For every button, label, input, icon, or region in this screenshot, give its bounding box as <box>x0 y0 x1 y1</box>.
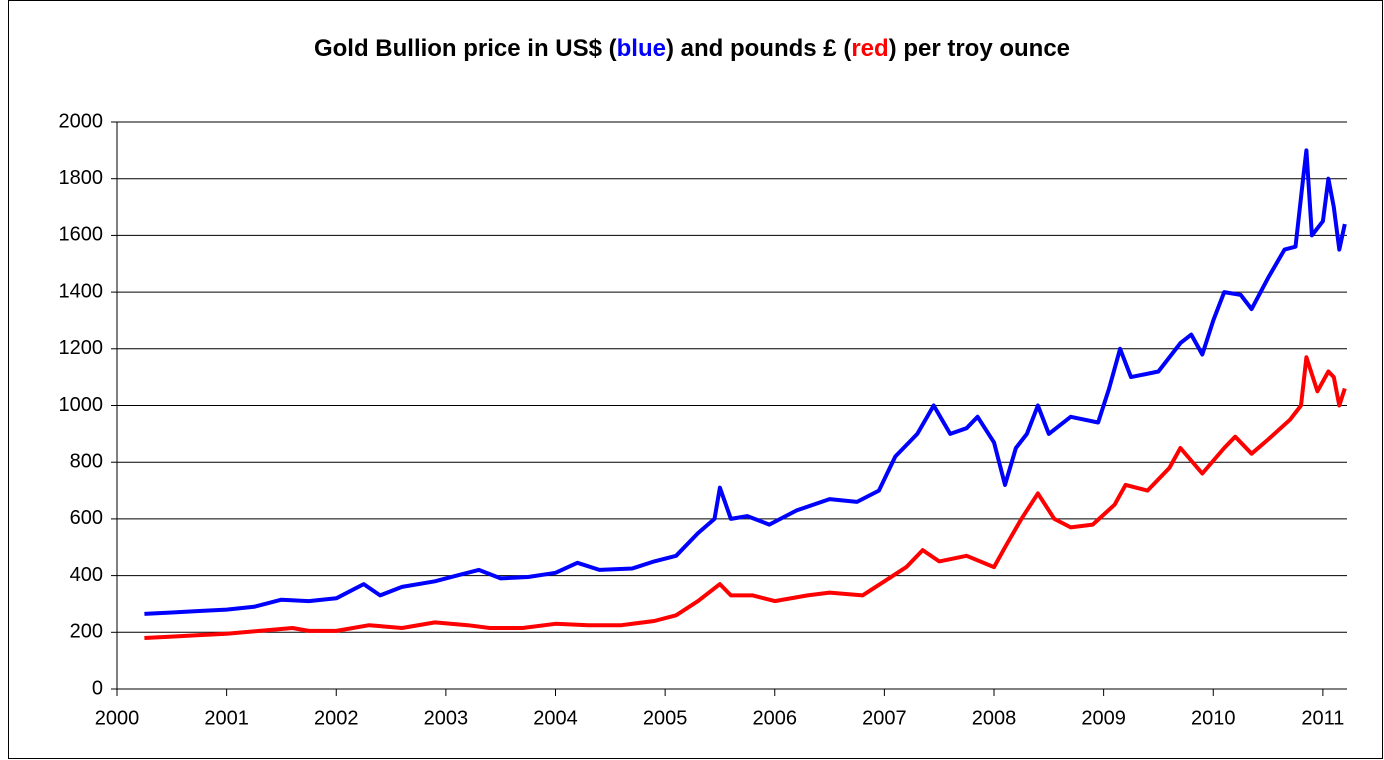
x-tick-label: 2009 <box>1081 707 1126 729</box>
chart-frame <box>8 0 1383 759</box>
x-tick-label: 2005 <box>643 707 688 729</box>
y-tick-label: 1600 <box>59 224 104 246</box>
title-part: Gold Bullion price in US$ ( <box>314 35 617 62</box>
x-tick-label: 2003 <box>424 707 469 729</box>
price-line <box>144 148 1347 616</box>
title-part: blue <box>617 35 666 62</box>
y-tick-label: 1200 <box>59 337 104 359</box>
x-tick-label: 2001 <box>204 707 249 729</box>
x-tick-label: 2002 <box>314 707 359 729</box>
title-part: ) and pounds £ ( <box>666 35 851 62</box>
chart-title: Gold Bullion price in US$ (blue) and pou… <box>314 35 1070 62</box>
x-tick-label: 2000 <box>95 707 140 729</box>
title-part: ) per troy ounce <box>889 35 1070 62</box>
x-tick-label: 2004 <box>533 707 578 729</box>
y-tick-label: 200 <box>70 621 103 643</box>
y-tick-label: 1000 <box>59 394 104 416</box>
x-tick-label: 2008 <box>972 707 1017 729</box>
x-tick-label: 2011 <box>1301 707 1344 729</box>
x-tick-label: 2006 <box>753 707 798 729</box>
x-tick-label: 2007 <box>862 707 907 729</box>
x-tick-label: 2010 <box>1191 707 1236 729</box>
title-part: red <box>851 35 888 62</box>
y-tick-label: 600 <box>70 507 103 529</box>
y-tick-label: 1400 <box>59 280 104 302</box>
y-tick-label: 400 <box>70 564 103 586</box>
y-tick-label: 800 <box>70 450 103 472</box>
y-tick-label: 2000 <box>59 110 104 132</box>
y-tick-label: 0 <box>92 677 103 699</box>
y-tick-label: 1800 <box>59 167 104 189</box>
price-line <box>144 355 1347 640</box>
